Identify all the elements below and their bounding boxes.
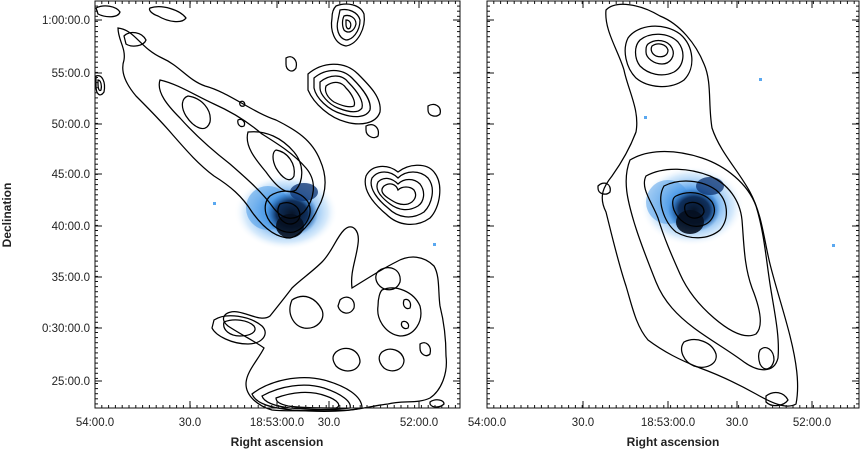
left-contour-filament-knot-inner <box>272 149 295 181</box>
left-contour-blobA-3 <box>319 75 363 113</box>
right-emission-speck-2 <box>759 78 762 81</box>
x-tick-label: 30.0 <box>318 417 340 429</box>
right-contour-lower-loop <box>681 339 717 368</box>
left-contour-lower-ring-3 <box>377 287 422 337</box>
left-contour-small-1 <box>285 56 298 72</box>
left-contour-core-1 <box>264 190 311 233</box>
right-contour-base <box>765 391 789 407</box>
left-contour-topright-4 <box>345 19 352 30</box>
left-contour-filament-mid <box>158 79 314 219</box>
left-contour-core-2 <box>277 202 301 225</box>
left-contour-filament-inner <box>181 95 211 130</box>
left-contour-lower-ring-6 <box>332 347 361 372</box>
left-contour-lower-ring-8 <box>419 342 432 357</box>
left-emission-dark-core <box>276 214 304 238</box>
left-contour-topright-3 <box>341 14 357 33</box>
x-tick-label: 52:00.0 <box>400 417 438 429</box>
y-tick-label: 50:00.0 <box>52 119 90 131</box>
left-contour-blobB-4 <box>381 183 417 206</box>
left-contour-small-2 <box>239 100 246 107</box>
left-contour-lower-ring-1 <box>337 296 355 314</box>
left-contour-small-3 <box>237 118 246 128</box>
left-contour-lower-ring-4 <box>402 298 412 310</box>
left-x-axis-title: Right ascension <box>231 435 324 449</box>
left-contours <box>95 3 448 412</box>
right-contour-top-2 <box>634 33 684 76</box>
right-contour-mid-1 <box>625 150 780 371</box>
x-tick-label: 52:00.0 <box>793 417 831 429</box>
left-contour-filament-knot <box>246 131 303 193</box>
left-contour-lower-ring-5 <box>400 320 410 330</box>
left-contour-leftedge <box>95 75 106 96</box>
right-emission-image <box>640 78 835 247</box>
y-tick-label: 45:00.0 <box>52 169 90 181</box>
right-emission-speck-3 <box>832 244 835 247</box>
right-contour-inner-1 <box>660 180 727 239</box>
left-axis-ticks <box>94 0 460 408</box>
x-tick-label: 18:53:00.0 <box>641 417 695 429</box>
left-contour-topright-2 <box>336 8 361 41</box>
right-panel: 54:00.0 30.0 18:53:00.0 30.0 52:00.0 Right a… <box>468 0 860 449</box>
x-tick-label: 54:00.0 <box>468 417 506 429</box>
right-contours <box>597 3 799 407</box>
left-emission-speck-1 <box>213 202 216 205</box>
left-contour-leftedge-inner <box>97 79 102 92</box>
y-tick-label: 55:00.0 <box>52 68 90 80</box>
y-tick-label: 0:30:00.0 <box>42 323 90 335</box>
left-contour-blobB-1 <box>364 164 441 225</box>
y-tick-label: 35:00.0 <box>52 272 90 284</box>
left-contour-topleft-1 <box>95 5 121 18</box>
left-panel: 54:00.0 30.0 18:53:00.0 30.0 52:00.0 1:00:00… <box>0 0 461 449</box>
right-contour-lower-small <box>757 347 775 370</box>
left-y-axis-title: Declination <box>0 183 14 248</box>
left-contour-lower-ring-7 <box>378 348 405 372</box>
left-contour-blobA-2 <box>313 69 371 118</box>
right-contour-edge-wisp <box>597 182 611 195</box>
right-contour-top-4 <box>650 43 669 58</box>
right-emission-speck-1 <box>644 116 647 119</box>
left-x-tick-labels: 54:00.0 30.0 18:53:00.0 30.0 52:00.0 <box>76 417 438 429</box>
y-tick-label: 40:00.0 <box>52 221 90 233</box>
right-contour-top-3 <box>645 39 674 65</box>
x-tick-label: 30.0 <box>726 417 748 429</box>
left-contour-blobA-4 <box>324 81 356 108</box>
right-x-axis-title: Right ascension <box>627 435 720 449</box>
left-contour-blobB-2 <box>370 171 433 218</box>
left-contour-lower-outer <box>222 226 448 412</box>
right-contour-outer <box>601 3 799 407</box>
left-contour-lower-base-4 <box>429 399 445 408</box>
x-tick-label: 30.0 <box>572 417 594 429</box>
left-contour-left-loop-1 <box>211 315 266 345</box>
right-contour-inner-2 <box>672 192 715 227</box>
left-contour-left-loop-2 <box>223 319 256 337</box>
left-contour-topright-1 <box>330 3 365 47</box>
left-y-tick-labels: 1:00:00.0 55:00.0 50:00.0 45:00.0 40:00.0 35:… <box>42 15 90 388</box>
left-emission-image <box>213 174 436 250</box>
x-tick-label: 18:53:00.0 <box>250 417 304 429</box>
right-contour-top-1 <box>624 25 693 88</box>
left-contour-topleft-3 <box>123 31 147 47</box>
left-contour-lower-mid <box>289 295 324 329</box>
left-contour-blobA-1 <box>307 63 381 125</box>
right-axis-ticks <box>486 0 859 408</box>
left-emission-speck-2 <box>433 243 436 246</box>
left-contour-topleft-2 <box>148 6 187 23</box>
x-tick-label: 54:00.0 <box>76 417 114 429</box>
left-contour-lower-base-1 <box>251 377 363 412</box>
left-contour-blobA-tail <box>365 124 380 139</box>
left-contour-lower-ring-2 <box>375 267 401 291</box>
right-x-tick-labels: 54:00.0 30.0 18:53:00.0 30.0 52:00.0 <box>468 417 831 429</box>
left-emission-knot <box>290 183 318 201</box>
right-contour-inner-3 <box>684 201 705 219</box>
y-tick-label: 1:00:00.0 <box>42 15 90 27</box>
y-tick-label: 25:00.0 <box>52 376 90 388</box>
right-emission-dark-core <box>676 210 704 234</box>
left-contour-filament-outer <box>117 27 326 239</box>
left-contour-blobB-3 <box>376 177 425 211</box>
right-contour-mid-2 <box>643 168 761 337</box>
left-contour-small-4 <box>427 103 441 117</box>
x-tick-label: 30.0 <box>179 417 201 429</box>
